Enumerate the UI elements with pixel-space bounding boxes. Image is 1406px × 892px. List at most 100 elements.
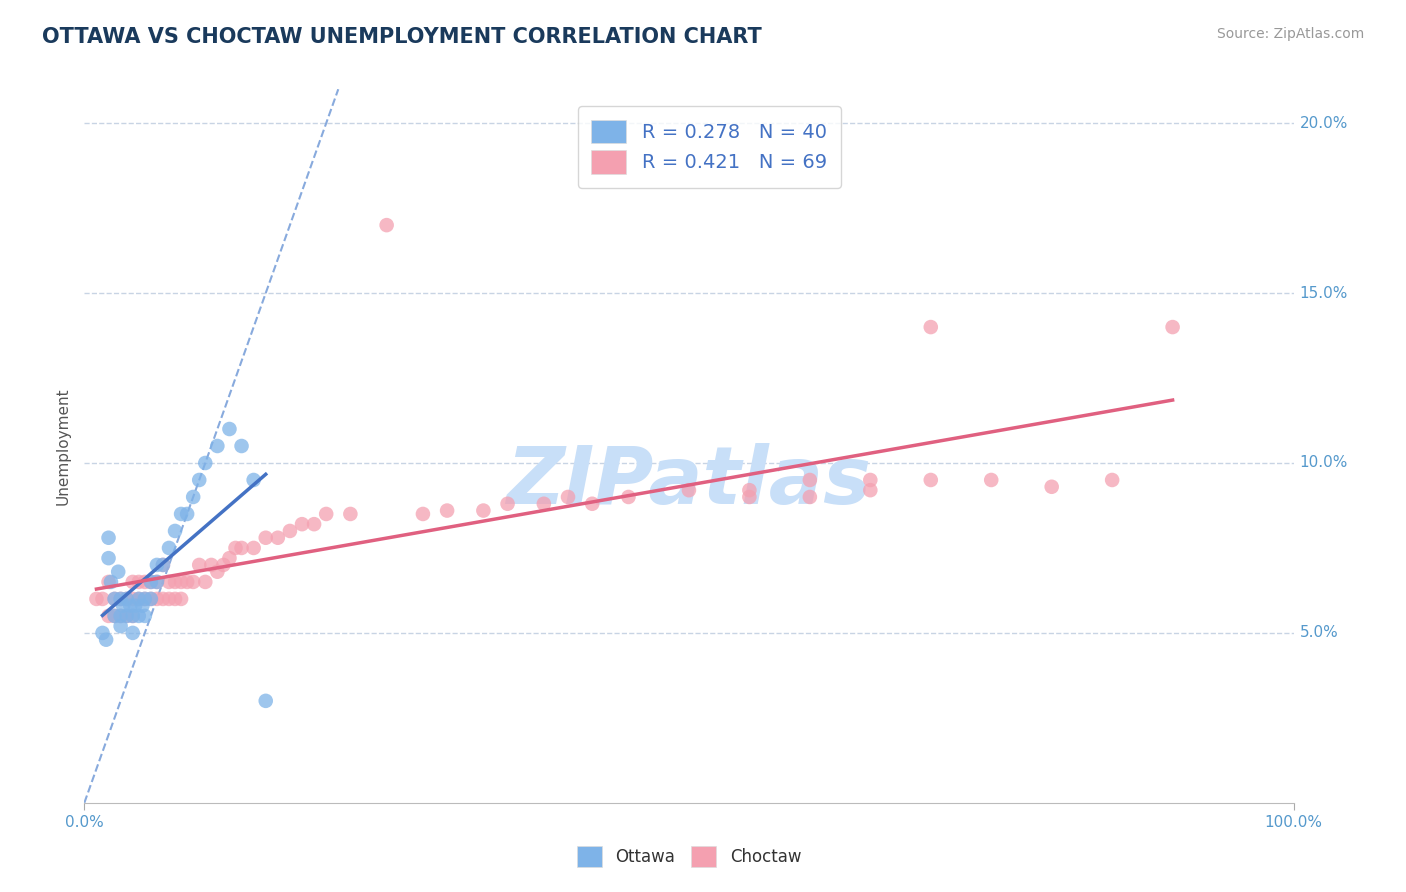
Point xyxy=(115,591,138,606)
Point xyxy=(110,619,132,633)
Point xyxy=(131,599,153,613)
Point xyxy=(112,599,135,613)
Point xyxy=(254,531,277,545)
Point xyxy=(859,483,882,498)
Point xyxy=(533,497,555,511)
Point xyxy=(194,574,217,589)
Point xyxy=(799,473,821,487)
Point xyxy=(181,490,204,504)
Point xyxy=(97,551,120,566)
Point xyxy=(97,531,120,545)
Point xyxy=(412,507,434,521)
Point xyxy=(107,565,129,579)
Point xyxy=(302,517,325,532)
Point xyxy=(496,497,519,511)
Point xyxy=(581,497,603,511)
Point xyxy=(1161,320,1184,334)
Point xyxy=(242,541,264,555)
Point xyxy=(152,558,174,572)
Point xyxy=(188,558,211,572)
Point xyxy=(375,218,398,232)
Point xyxy=(157,574,180,589)
Point xyxy=(100,574,122,589)
Y-axis label: Unemployment: Unemployment xyxy=(55,387,70,505)
Point xyxy=(146,591,169,606)
Point xyxy=(1040,480,1063,494)
Text: Source: ZipAtlas.com: Source: ZipAtlas.com xyxy=(1216,27,1364,41)
Point xyxy=(110,591,132,606)
Point xyxy=(146,558,169,572)
Point xyxy=(267,531,290,545)
Point xyxy=(104,608,127,623)
Point xyxy=(139,591,162,606)
Point xyxy=(165,591,187,606)
Text: OTTAWA VS CHOCTAW UNEMPLOYMENT CORRELATION CHART: OTTAWA VS CHOCTAW UNEMPLOYMENT CORRELATI… xyxy=(42,27,762,46)
Point xyxy=(799,490,821,504)
Point xyxy=(134,591,156,606)
Point xyxy=(120,599,142,613)
Point xyxy=(157,541,180,555)
Text: 20.0%: 20.0% xyxy=(1299,116,1348,131)
Point xyxy=(165,524,187,538)
Point xyxy=(121,591,143,606)
Point xyxy=(121,574,143,589)
Point xyxy=(128,608,150,623)
Point xyxy=(920,473,942,487)
Point xyxy=(128,591,150,606)
Point xyxy=(124,599,146,613)
Text: 5.0%: 5.0% xyxy=(1299,625,1339,640)
Point xyxy=(110,608,132,623)
Point xyxy=(104,591,127,606)
Point xyxy=(678,483,700,498)
Point xyxy=(134,608,156,623)
Point xyxy=(242,473,264,487)
Legend: Ottawa, Choctaw: Ottawa, Choctaw xyxy=(569,839,808,873)
Point xyxy=(165,574,187,589)
Point xyxy=(176,574,198,589)
Point xyxy=(115,591,138,606)
Point xyxy=(170,591,193,606)
Point xyxy=(139,591,162,606)
Point xyxy=(225,541,247,555)
Point xyxy=(170,507,193,521)
Point xyxy=(200,558,222,572)
Point xyxy=(212,558,235,572)
Point xyxy=(115,608,138,623)
Point xyxy=(134,591,156,606)
Point xyxy=(139,574,162,589)
Point xyxy=(617,490,640,504)
Point xyxy=(207,565,229,579)
Point xyxy=(557,490,579,504)
Point xyxy=(170,574,193,589)
Point xyxy=(121,608,143,623)
Point xyxy=(97,574,120,589)
Point xyxy=(181,574,204,589)
Point xyxy=(218,422,240,436)
Point xyxy=(176,507,198,521)
Point xyxy=(104,608,127,623)
Point xyxy=(291,517,314,532)
Point xyxy=(97,608,120,623)
Point xyxy=(207,439,229,453)
Point xyxy=(146,574,169,589)
Point xyxy=(738,490,761,504)
Point xyxy=(339,507,361,521)
Point xyxy=(128,574,150,589)
Point xyxy=(152,591,174,606)
Point xyxy=(104,591,127,606)
Point xyxy=(139,574,162,589)
Point xyxy=(231,541,253,555)
Point xyxy=(134,574,156,589)
Point xyxy=(436,503,458,517)
Text: 10.0%: 10.0% xyxy=(1299,456,1348,470)
Point xyxy=(254,694,277,708)
Point xyxy=(157,591,180,606)
Point xyxy=(121,626,143,640)
Point xyxy=(231,439,253,453)
Point xyxy=(188,473,211,487)
Point xyxy=(115,608,138,623)
Point xyxy=(146,574,169,589)
Point xyxy=(110,608,132,623)
Point xyxy=(121,608,143,623)
Point xyxy=(859,473,882,487)
